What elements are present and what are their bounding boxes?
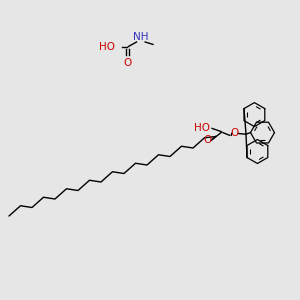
- Text: O: O: [231, 128, 239, 139]
- Text: O: O: [123, 58, 132, 68]
- Text: HO: HO: [100, 41, 116, 52]
- Text: O: O: [204, 135, 212, 145]
- Text: NH: NH: [133, 32, 148, 42]
- Text: HO: HO: [194, 123, 210, 134]
